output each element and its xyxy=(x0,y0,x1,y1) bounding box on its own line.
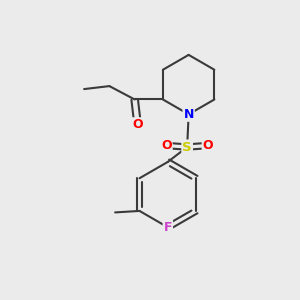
Text: O: O xyxy=(161,139,172,152)
Text: F: F xyxy=(164,221,172,234)
Text: S: S xyxy=(182,140,192,154)
Text: O: O xyxy=(132,118,143,131)
Text: O: O xyxy=(202,139,213,152)
Text: N: N xyxy=(184,108,194,121)
